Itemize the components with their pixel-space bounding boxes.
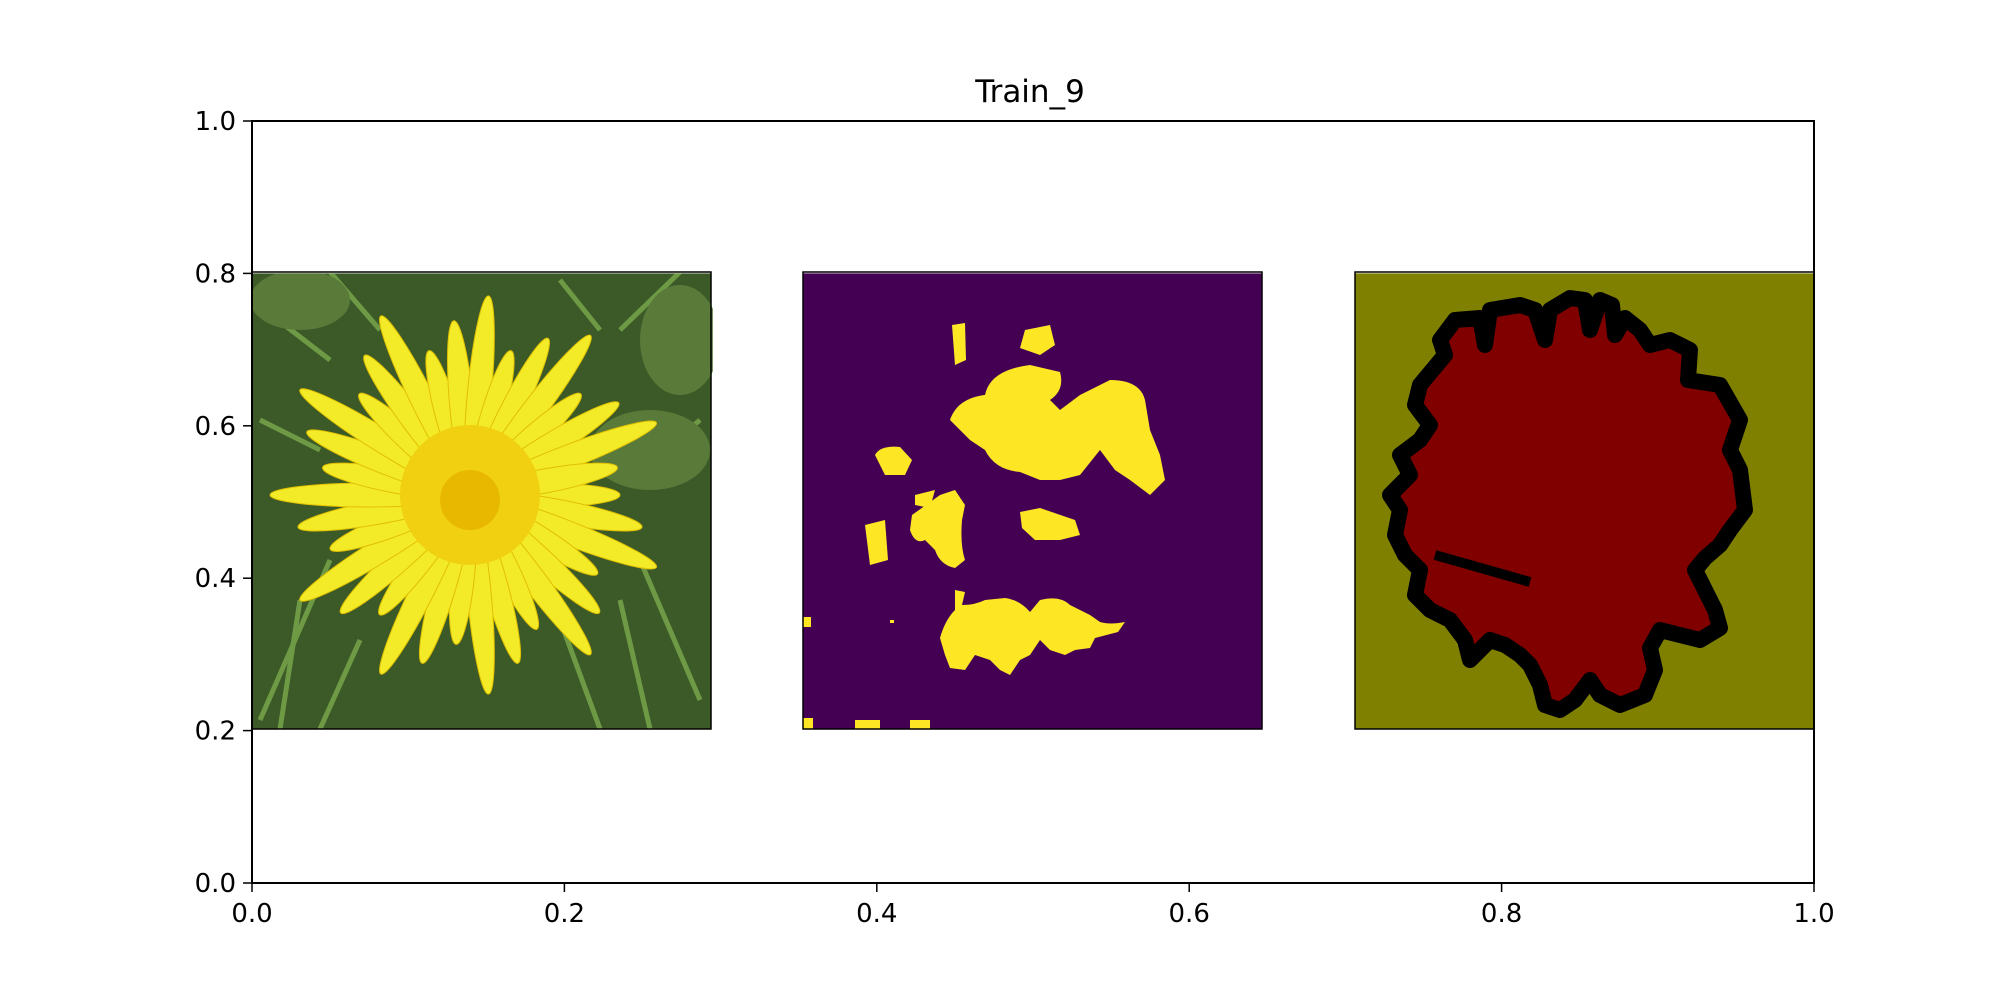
- y-tick-label: 0.0: [195, 869, 236, 899]
- y-tick-label: 0.4: [195, 564, 236, 594]
- x-tick-label: 0.0: [231, 899, 272, 929]
- label-inner-stroke: [1433, 550, 1532, 587]
- axes-frame: [251, 120, 1815, 884]
- x-tick-label: 0.4: [856, 899, 897, 929]
- y-axis: 0.0 0.2 0.4 0.6 0.8 1.0: [195, 107, 252, 899]
- x-tick-label: 0.8: [1481, 899, 1522, 929]
- y-tick-label: 0.2: [195, 717, 236, 747]
- photo-panel: [252, 273, 713, 731]
- x-axis: 0.0 0.2 0.4 0.6 0.8 1.0: [231, 883, 1835, 929]
- x-tick-label: 0.6: [1169, 899, 1210, 929]
- mask-panel-frame: [802, 271, 1263, 730]
- x-tick-label: 1.0: [1793, 899, 1834, 929]
- x-tick-label: 0.2: [544, 899, 585, 929]
- y-tick-label: 0.6: [195, 412, 236, 442]
- y-tick-label: 0.8: [195, 259, 236, 289]
- mask-panel: [803, 273, 1262, 729]
- y-tick-label: 1.0: [195, 107, 236, 137]
- mask-blobs: [803, 323, 1165, 729]
- chart-title: Train_9: [974, 74, 1085, 110]
- label-object: [1382, 290, 1753, 718]
- dandelion-core: [440, 470, 500, 530]
- label-panel: [1355, 273, 1814, 729]
